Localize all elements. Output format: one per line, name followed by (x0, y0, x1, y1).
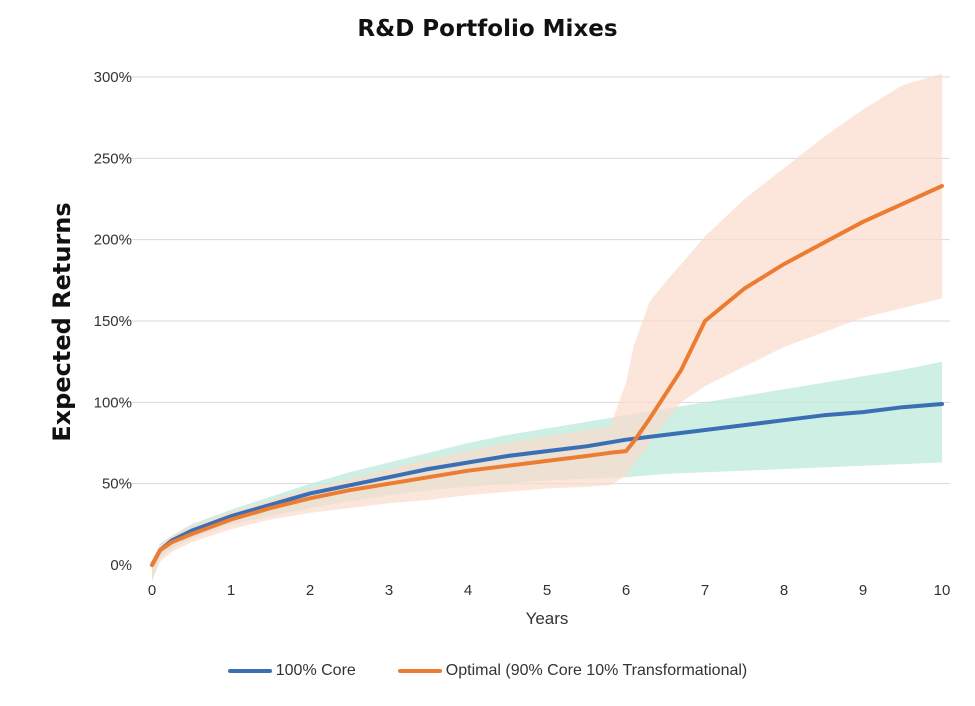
legend: 100% Core Optimal (90% Core 10% Transfor… (0, 662, 975, 680)
x-tick-label: 8 (780, 582, 788, 599)
chart-title: R&D Portfolio Mixes (357, 16, 618, 42)
legend-label-optimal: Optimal (90% Core 10% Transformational) (445, 662, 748, 679)
x-axis-label: Years (525, 609, 569, 628)
legend-item-optimal: Optimal (90% Core 10% Transformational) (397, 662, 748, 680)
x-tick-label: 2 (306, 582, 314, 599)
x-tick-label: 3 (385, 582, 393, 599)
x-tick-label: 0 (148, 582, 156, 599)
y-tick-label: 0% (110, 557, 132, 574)
y-tick-label: 50% (102, 476, 132, 493)
y-tick-label: 300% (94, 69, 132, 86)
x-tick-label: 10 (934, 582, 951, 599)
y-tick-label: 100% (94, 394, 132, 411)
y-tick-label: 250% (94, 150, 132, 167)
confidence-band-series-1 (152, 73, 942, 582)
x-tick-label: 7 (701, 582, 709, 599)
x-tick-label: 1 (227, 582, 235, 599)
y-tick-label: 150% (94, 313, 132, 330)
x-tick-label: 6 (622, 582, 630, 599)
legend-item-core: 100% Core (227, 662, 356, 680)
y-tick-label: 200% (94, 232, 132, 249)
series-line-0 (150, 402, 944, 567)
x-tick-label: 5 (543, 582, 551, 599)
series-line-1 (150, 184, 944, 567)
x-tick-label: 9 (859, 582, 867, 599)
legend-label-core: 100% Core (275, 662, 356, 679)
legend-swatch-core (227, 669, 272, 673)
legend-swatch-optimal (397, 669, 442, 673)
x-tick-label: 4 (464, 582, 472, 599)
